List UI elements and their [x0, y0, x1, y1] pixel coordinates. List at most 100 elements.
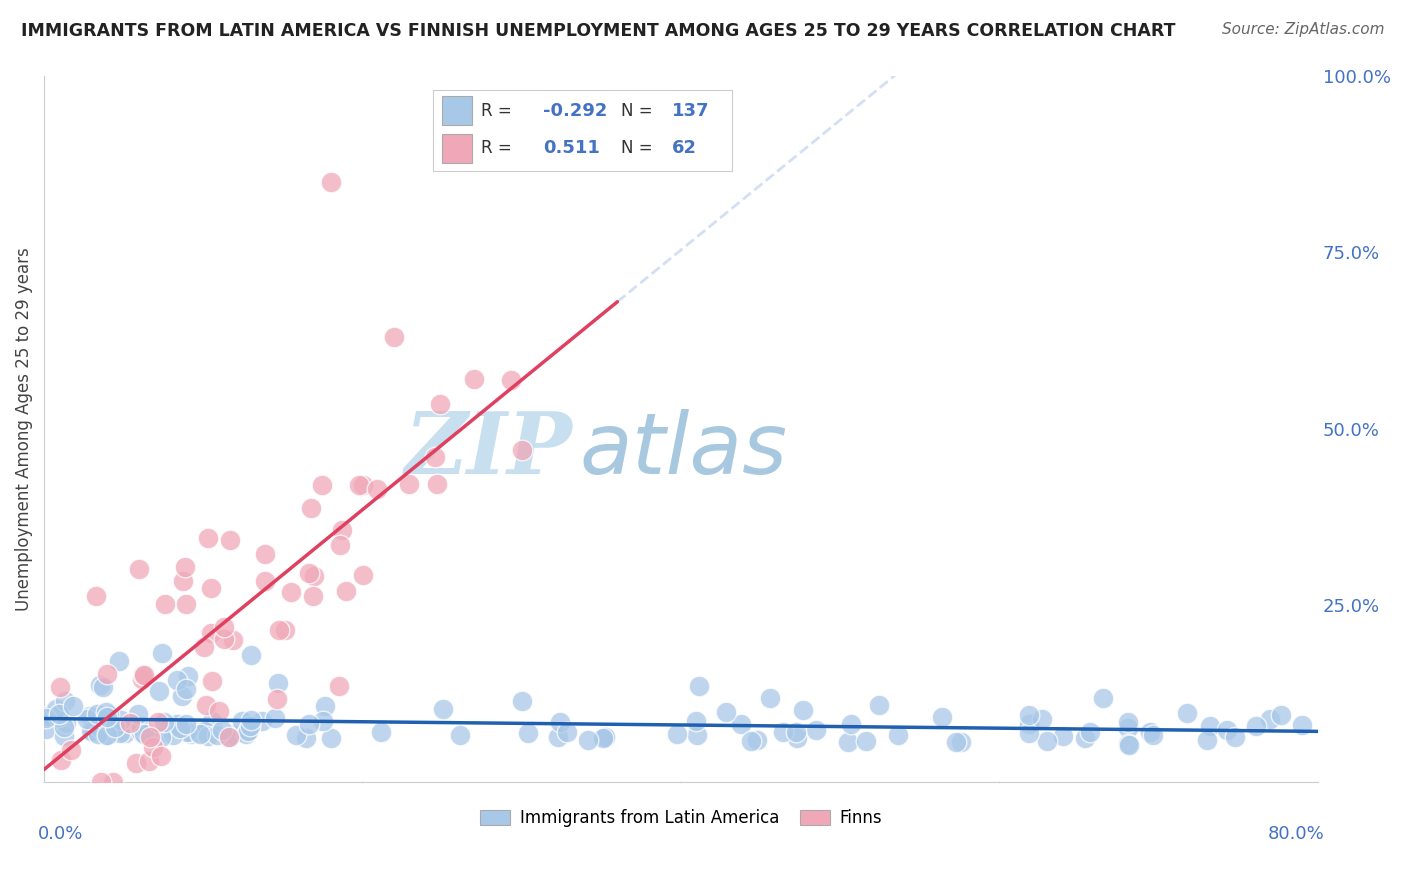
Point — [839, 717, 862, 731]
Point — [1291, 718, 1313, 732]
Point — [193, 640, 215, 654]
Point — [122, 717, 145, 731]
Point — [139, 730, 162, 744]
Point — [463, 372, 485, 386]
Point — [1116, 721, 1139, 735]
Point — [90, 775, 112, 789]
Point — [194, 723, 217, 738]
Point — [37, 709, 59, 723]
Point — [298, 566, 321, 581]
Point — [212, 620, 235, 634]
Point — [129, 720, 152, 734]
Point — [1175, 706, 1198, 720]
Point — [302, 568, 325, 582]
Point — [48, 707, 70, 722]
Point — [593, 730, 616, 744]
Point — [145, 729, 167, 743]
Point — [273, 623, 295, 637]
Point — [62, 699, 84, 714]
Y-axis label: Unemployment Among Ages 25 to 29 years: Unemployment Among Ages 25 to 29 years — [15, 247, 32, 611]
Point — [512, 694, 534, 708]
Point — [131, 672, 153, 686]
Point — [239, 719, 262, 733]
Point — [1052, 729, 1074, 743]
Point — [218, 730, 240, 744]
Point — [84, 590, 107, 604]
Point — [555, 725, 578, 739]
Point — [347, 478, 370, 492]
Point — [150, 646, 173, 660]
Point — [172, 689, 194, 703]
Point — [240, 648, 263, 662]
Point — [103, 775, 125, 789]
Point — [253, 547, 276, 561]
Point — [384, 330, 406, 344]
Point — [499, 373, 522, 387]
Point — [1078, 725, 1101, 739]
Point — [1197, 733, 1219, 747]
Point — [950, 735, 973, 749]
Point — [208, 704, 231, 718]
Point — [238, 724, 260, 739]
Point — [319, 731, 342, 745]
Point — [299, 501, 322, 516]
Point — [510, 442, 533, 457]
Text: Source: ZipAtlas.com: Source: ZipAtlas.com — [1222, 22, 1385, 37]
Point — [172, 574, 194, 589]
Point — [432, 702, 454, 716]
Point — [188, 727, 211, 741]
Point — [162, 728, 184, 742]
Point — [59, 743, 82, 757]
Point — [174, 597, 197, 611]
Point — [197, 729, 219, 743]
Point — [146, 714, 169, 729]
Point — [266, 691, 288, 706]
Point — [231, 714, 253, 728]
Point — [429, 397, 451, 411]
Point — [352, 478, 374, 492]
Point — [166, 673, 188, 688]
Text: atlas: atlas — [579, 409, 787, 491]
Point — [517, 726, 540, 740]
Point — [1018, 716, 1040, 731]
Point — [214, 632, 236, 646]
Point — [80, 723, 103, 738]
Point — [250, 714, 273, 729]
Point — [222, 632, 245, 647]
Point — [329, 538, 352, 552]
Point — [110, 713, 132, 727]
Point — [134, 727, 156, 741]
Point — [792, 703, 814, 717]
Point — [86, 707, 108, 722]
Point — [1116, 737, 1139, 751]
Point — [685, 714, 707, 729]
Point — [328, 679, 350, 693]
Point — [136, 727, 159, 741]
Point — [176, 724, 198, 739]
Point — [280, 585, 302, 599]
Point — [55, 694, 77, 708]
Point — [714, 705, 737, 719]
Point — [142, 740, 165, 755]
Point — [1031, 713, 1053, 727]
Point — [148, 683, 170, 698]
Point — [686, 728, 709, 742]
Point — [138, 754, 160, 768]
Point — [128, 706, 150, 721]
Point — [548, 714, 571, 729]
Point — [96, 705, 118, 719]
Point — [1198, 719, 1220, 733]
Point — [1216, 723, 1239, 737]
Point — [855, 733, 877, 747]
Point — [284, 728, 307, 742]
Point — [166, 717, 188, 731]
Point — [1074, 731, 1097, 745]
Point — [1036, 733, 1059, 747]
Point — [319, 174, 342, 188]
Point — [1139, 724, 1161, 739]
Point — [149, 730, 172, 744]
Point — [1118, 738, 1140, 752]
Point — [785, 725, 807, 739]
Point — [688, 679, 710, 693]
Point — [201, 674, 224, 689]
